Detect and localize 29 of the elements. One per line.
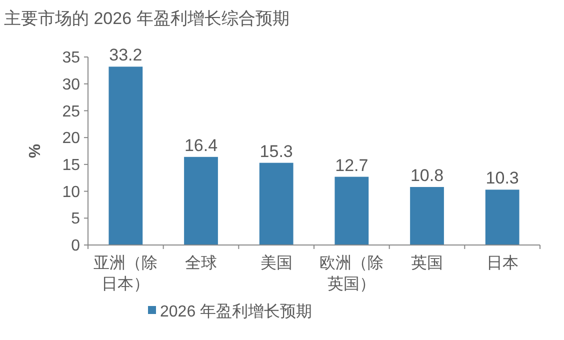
y-axis-title: %: [27, 144, 44, 158]
y-tick-label: 10: [62, 184, 80, 201]
bar: [184, 156, 218, 245]
bar: [259, 162, 294, 245]
x-tick-label: 日本: [486, 254, 518, 272]
x-tick-label: 英国: [411, 254, 443, 272]
chart-title: 主要市场的 2026 年盈利增长综合预期: [4, 9, 290, 28]
y-tick-label: 25: [62, 103, 80, 120]
data-label: 16.4: [184, 136, 218, 155]
y-tick-label: 0: [71, 238, 80, 255]
y-tick-label: 30: [62, 76, 80, 94]
y-tick-label: 5: [71, 210, 80, 228]
data-label: 33.2: [109, 46, 142, 65]
x-tick-label: 亚洲（除日本）: [94, 254, 158, 293]
y-tick-label: 35: [62, 50, 80, 67]
x-tick-label: 全球: [185, 254, 217, 272]
y-tick-label: 20: [62, 130, 80, 148]
data-label: 10.3: [486, 168, 519, 188]
bar: [485, 190, 520, 245]
bar: [334, 176, 369, 245]
bar: [108, 66, 143, 245]
x-tick-label: 欧洲（除英国）: [320, 254, 384, 293]
data-label: 15.3: [260, 142, 293, 161]
data-label: 12.7: [335, 156, 368, 175]
x-tick-label: 美国: [260, 254, 292, 272]
bar: [410, 186, 444, 245]
y-tick-label: 15: [62, 157, 80, 174]
data-label: 10.8: [410, 166, 444, 185]
legend-label: 2026 年盈利增长预期: [160, 302, 312, 321]
